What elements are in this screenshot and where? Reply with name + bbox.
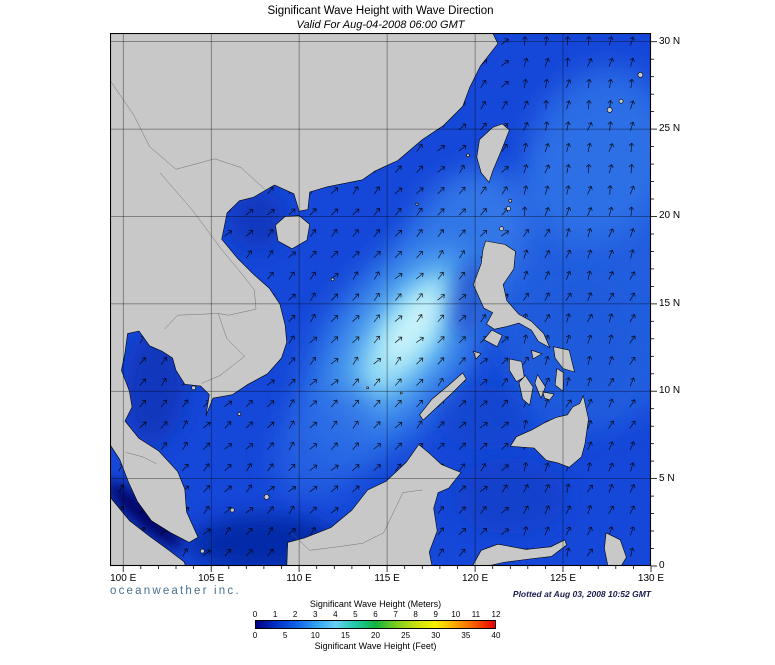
colorbar-feet-label: Significant Wave Height (Feet) bbox=[314, 641, 437, 651]
feet-tick-label: 25 bbox=[401, 631, 411, 640]
lon-tick-label: 130 E bbox=[637, 573, 665, 584]
grid-layer bbox=[110, 33, 651, 566]
lat-tick-label: 20 N bbox=[659, 210, 681, 222]
map-frame bbox=[110, 33, 652, 567]
meters-tick-label: 10 bbox=[451, 610, 461, 619]
feet-tick-label: 0 bbox=[252, 631, 258, 640]
lat-tick-label: 0 bbox=[659, 560, 665, 571]
lon-tick-label: 125 E bbox=[549, 573, 577, 584]
lon-tick-label: 110 E bbox=[286, 573, 312, 584]
wave-height-colorbar bbox=[255, 620, 496, 629]
feet-tick-label: 10 bbox=[310, 631, 320, 640]
feet-tick-label: 35 bbox=[461, 631, 471, 640]
feet-tick-label: 5 bbox=[282, 631, 288, 640]
lon-tick-label: 105 E bbox=[198, 573, 225, 584]
lon-tick-label: 100 E bbox=[110, 573, 137, 584]
colorbar-meters-label: Significant Wave Height (Meters) bbox=[309, 599, 442, 609]
lat-tick-label: 30 N bbox=[659, 35, 681, 47]
oceanweather-logo: oceanweather inc. bbox=[110, 585, 241, 597]
chart-title: Significant Wave Height with Wave Direct… bbox=[267, 5, 494, 17]
lon-tick-label: 120 E bbox=[461, 573, 489, 584]
meters-tick-label: 8 bbox=[413, 610, 418, 619]
colorbar-feet-ticks: 0 5 10 15 20 25 30 35 40 bbox=[252, 631, 501, 641]
plotted-timestamp: Plotted at Aug 03, 2008 10:52 GMT bbox=[512, 589, 651, 599]
meters-tick-label: 9 bbox=[433, 610, 438, 619]
lat-tick-label: 25 N bbox=[659, 123, 681, 135]
meters-tick-label: 0 bbox=[252, 610, 258, 619]
colorbar-meters-ticks: 0 1 2 3 4 5 6 7 8 9 10 11 12 bbox=[252, 610, 501, 620]
borders-layer bbox=[110, 80, 423, 551]
map-canvas bbox=[110, 33, 657, 572]
meters-tick-label: 7 bbox=[393, 610, 398, 619]
meters-tick-label: 3 bbox=[313, 610, 318, 619]
meters-tick-label: 12 bbox=[491, 610, 501, 619]
meters-tick-label: 11 bbox=[471, 610, 481, 619]
lat-tick-label: 5 N bbox=[659, 472, 675, 484]
lat-tick-label: 10 N bbox=[659, 385, 681, 397]
lat-tick-label: 15 N bbox=[659, 297, 681, 309]
meters-tick-label: 4 bbox=[333, 610, 338, 619]
land-layer bbox=[110, 33, 644, 566]
map-inner bbox=[110, 33, 651, 566]
lon-tick-label: 115 E bbox=[374, 573, 400, 584]
feet-tick-label: 30 bbox=[431, 631, 441, 640]
axis-ticks bbox=[122, 41, 657, 572]
meters-tick-label: 1 bbox=[272, 610, 278, 619]
meters-tick-label: 2 bbox=[292, 610, 298, 619]
feet-tick-label: 15 bbox=[340, 631, 350, 640]
meters-tick-label: 5 bbox=[353, 610, 358, 619]
meters-tick-label: 6 bbox=[373, 610, 378, 619]
chart-subtitle: Valid For Aug-04-2008 06:00 GMT bbox=[296, 19, 465, 31]
feet-tick-label: 20 bbox=[371, 631, 380, 640]
feet-tick-label: 40 bbox=[491, 631, 501, 640]
